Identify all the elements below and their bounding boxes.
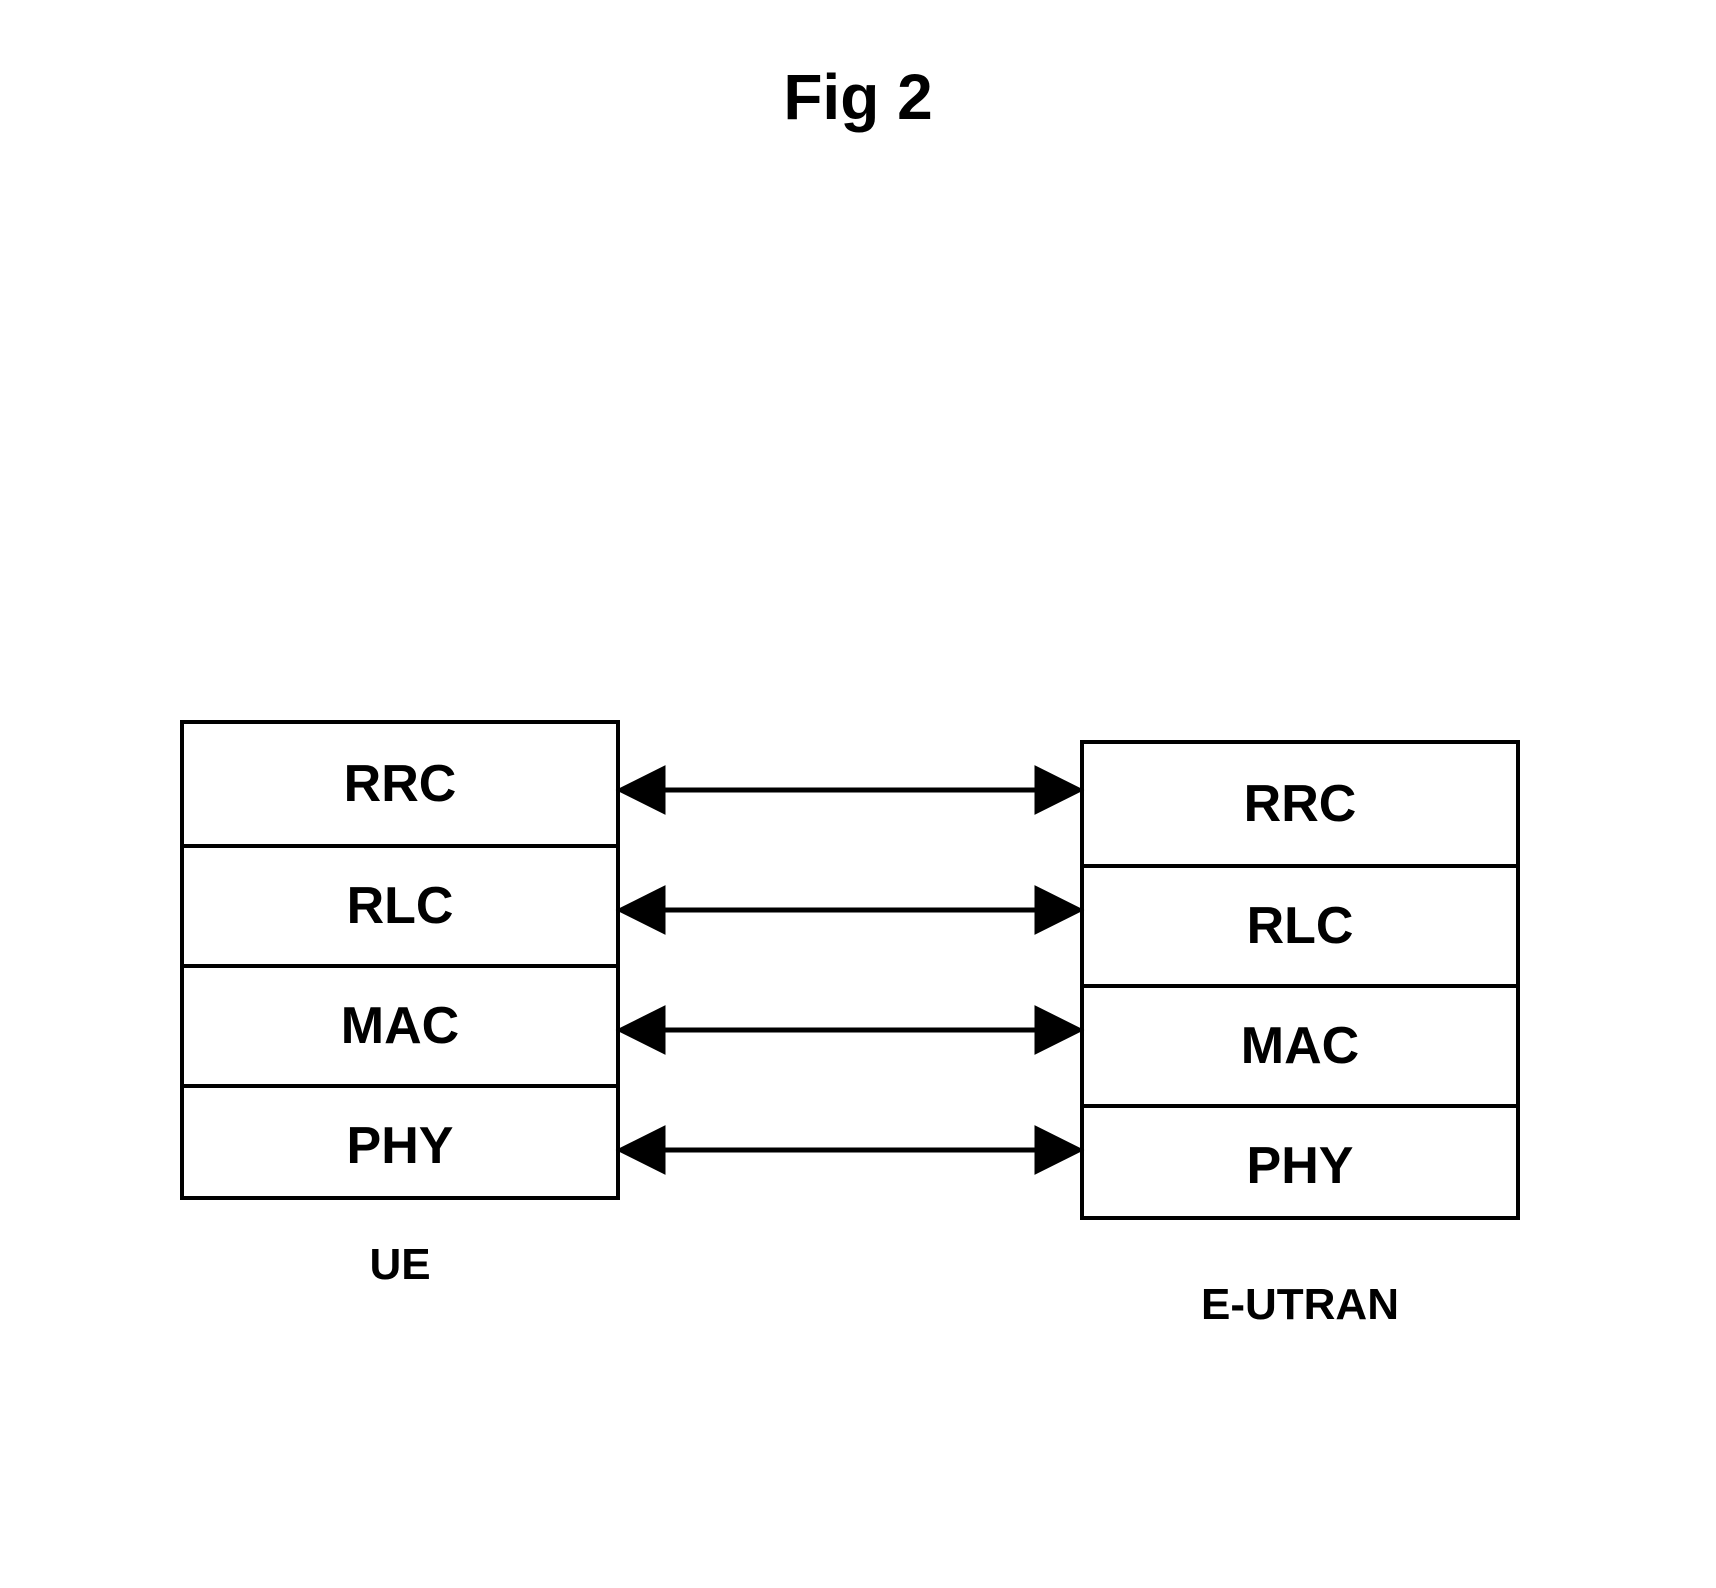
eutran-layer-phy: PHY — [1084, 1104, 1516, 1224]
eutran-layer-mac: MAC — [1084, 984, 1516, 1104]
ue-layer-mac: MAC — [184, 964, 616, 1084]
ue-layer-rlc: RLC — [184, 844, 616, 964]
ue-stack-label: UE — [180, 1240, 620, 1290]
eutran-layer-rlc: RLC — [1084, 864, 1516, 984]
ue-layer-phy: PHY — [184, 1084, 616, 1204]
eutran-layer-rrc: RRC — [1084, 744, 1516, 864]
eutran-stack-label: E-UTRAN — [1080, 1280, 1520, 1330]
eutran-stack: RRC RLC MAC PHY — [1080, 740, 1520, 1220]
ue-stack: RRC RLC MAC PHY — [180, 720, 620, 1200]
ue-layer-rrc: RRC — [184, 724, 616, 844]
figure-title: Fig 2 — [0, 60, 1716, 134]
